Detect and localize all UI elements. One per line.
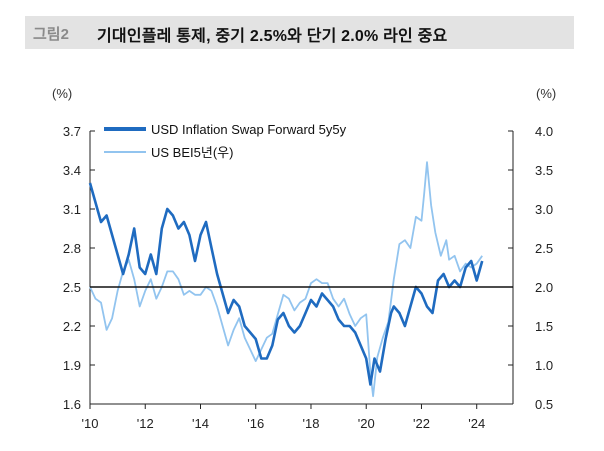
left-tick-label: 3.1 [63,202,81,217]
right-tick-label: 0.5 [535,397,553,412]
left-tick-label: 2.5 [63,280,81,295]
x-axis: '10 '12 '14 '16 '18 '20 '22 '24 [82,403,513,431]
x-tick-label: '22 [413,416,430,431]
x-tick-label: '24 [468,416,485,431]
x-tick-label: '20 [358,416,375,431]
figure-title-bar: 그림2 기대인플레 통제, 중기 2.5%와 단기 2.0% 라인 중요 [25,16,574,49]
right-tick-label: 1.0 [535,358,553,373]
left-axis: 3.7 3.4 3.1 2.8 2.5 2.2 1.9 1.6 [63,124,95,412]
left-tick-label: 3.7 [63,124,81,139]
x-tick-label: '10 [82,416,99,431]
x-tick-label: '18 [303,416,320,431]
x-tick-label: '16 [247,416,264,431]
right-axis: 4.0 3.5 3.0 2.5 2.0 1.5 1.0 0.5 [508,124,553,412]
series-bei5-line [89,161,483,398]
right-tick-label: 4.0 [535,124,553,139]
legend-label-forward: USD Inflation Swap Forward 5y5y [151,122,347,137]
right-tick-label: 3.0 [535,202,553,217]
left-tick-label: 2.2 [63,319,81,334]
left-axis-unit: (%) [52,86,72,101]
left-tick-label: 1.6 [63,397,81,412]
left-tick-label: 3.4 [63,163,81,178]
legend: USD Inflation Swap Forward 5y5y US BEI5년… [104,122,347,160]
x-tick-label: '12 [137,416,154,431]
figure-title: 기대인플레 통제, 중기 2.5%와 단기 2.0% 라인 중요 [97,28,448,45]
legend-label-bei: US BEI5년(우) [151,145,233,160]
figure-label: 그림2 [33,26,69,43]
plot-area [88,161,513,398]
left-tick-label: 2.8 [63,241,81,256]
right-axis-unit: (%) [536,86,556,101]
x-tick-label: '14 [192,416,209,431]
left-tick-label: 1.9 [63,358,81,373]
right-tick-label: 1.5 [535,319,553,334]
right-tick-label: 2.0 [535,280,553,295]
right-tick-label: 2.5 [535,241,553,256]
right-tick-label: 3.5 [535,163,553,178]
